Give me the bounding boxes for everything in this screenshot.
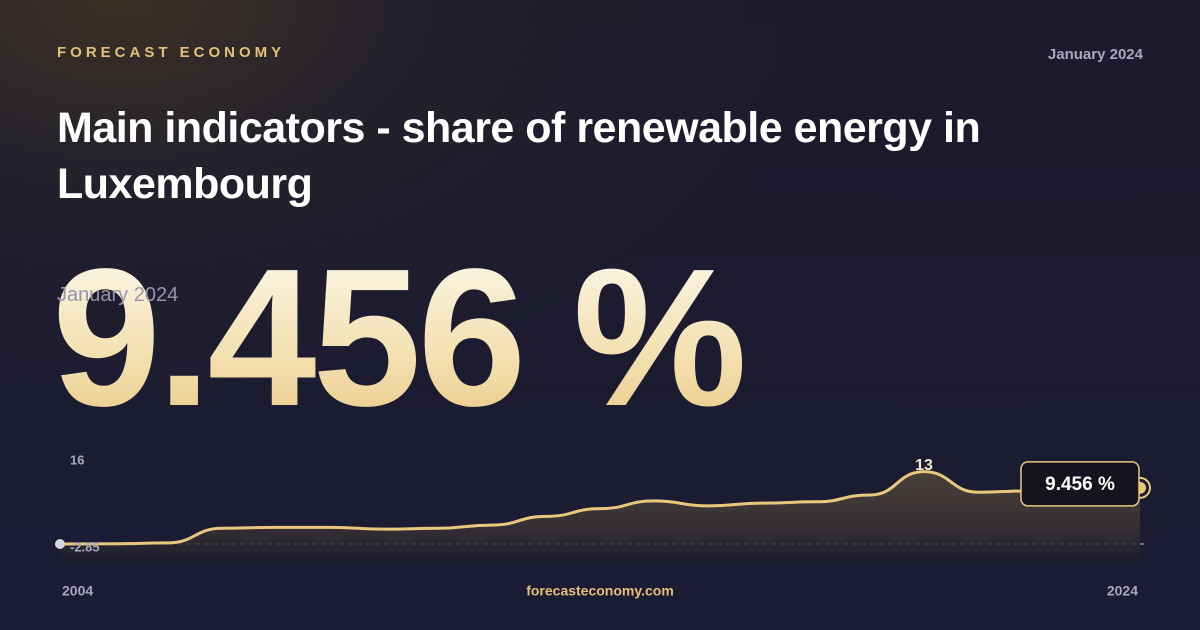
date: January 2024 [1047,46,1143,63]
value-date: January 2024 [57,284,179,306]
big-value: 9.456 % [52,228,747,447]
footer: forecasteconomy.com [526,583,674,599]
y-tick-label: 16 [70,452,84,467]
line [58,470,1142,546]
min-label: -2.85 [70,539,100,554]
start-point [55,539,65,549]
area [60,471,1140,565]
x-tick-label: 2004 [62,583,93,599]
brand: FORECAST ECONOMY [57,44,286,61]
x-tick-label: 2024 [1107,583,1138,599]
value-badge-label: 9.456 % [1045,474,1115,495]
value-badge [1020,461,1140,507]
peak-label: 13 [915,457,933,474]
title: Main indicators - share of renewable ene… [57,104,981,208]
